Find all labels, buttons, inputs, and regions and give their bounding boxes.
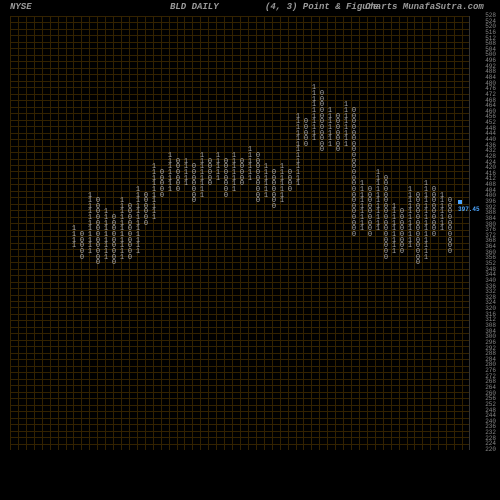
pf-x-column: 111111111 — [390, 16, 398, 450]
pf-x-column: 11111111111 — [406, 16, 414, 450]
pf-o-column: 0000 — [286, 16, 294, 450]
pf-x-column: 1111111111111 — [294, 16, 302, 450]
pf-o-column: 0000000 — [190, 16, 198, 450]
pf-x-column: 111111111 — [358, 16, 366, 450]
pf-o-column: 0000000 — [270, 16, 278, 450]
pf-x-column: 11111 — [182, 16, 190, 450]
pf-o-column: 00000000000000000000000 — [350, 16, 358, 450]
pf-o-column: 00000 — [78, 16, 86, 450]
pf-x-column: 111111 — [262, 16, 270, 450]
price-marker: 397.45 — [458, 199, 480, 213]
pf-o-column: 00000 — [206, 16, 214, 450]
credit-label: Charts MunafaSutra.com — [365, 2, 484, 12]
pf-o-column: 000000000 — [366, 16, 374, 450]
pf-x-column: 1111111111 — [310, 16, 318, 450]
pf-x-column: 11111 — [214, 16, 222, 450]
price-marker-value: 397.45 — [458, 206, 480, 213]
pf-x-column: 11111111111 — [374, 16, 382, 450]
pf-x-column: 1111111 — [278, 16, 286, 450]
y-axis-labels: 5285245205165125085045004964924884844804… — [472, 16, 498, 450]
pf-x-column: 111111 — [246, 16, 254, 450]
chart-header: NYSE BLD DAILY (4, 3) Point & Figure Cha… — [0, 2, 500, 16]
pf-x-column: 111111111 — [102, 16, 110, 450]
pf-o-column: 000000000000000 — [382, 16, 390, 450]
pf-o-column: 0000000 — [334, 16, 342, 450]
pf-o-column: 0000000000000 — [414, 16, 422, 450]
symbol-label: BLD DAILY — [170, 2, 219, 12]
pf-x-column: 11111111 — [198, 16, 206, 450]
pf-o-column: 000000000000 — [94, 16, 102, 450]
pf-x-column: 11111111111111 — [422, 16, 430, 450]
exchange-label: NYSE — [10, 2, 32, 12]
pf-o-column: 00000 — [158, 16, 166, 450]
pf-x-column: 1111111111 — [150, 16, 158, 450]
pf-o-column: 00000 — [238, 16, 246, 450]
pf-o-column: 000000000 — [430, 16, 438, 450]
pf-x-column: 11111111 — [342, 16, 350, 450]
pf-x-column: 1111 — [70, 16, 78, 450]
pf-o-column: 0000000000 — [126, 16, 134, 450]
pf-o-column: 000000 — [142, 16, 150, 450]
y-tick-label: 220 — [485, 447, 496, 453]
pf-x-column: 111111111111 — [134, 16, 142, 450]
pf-o-column: 00000 — [302, 16, 310, 450]
pf-o-column: 000000 — [174, 16, 182, 450]
pf-o-column: 0000000 — [222, 16, 230, 450]
pf-x-column: 1111111 — [438, 16, 446, 450]
pf-o-column: 000000000 — [110, 16, 118, 450]
pf-x-column: 1111111 — [166, 16, 174, 450]
pf-x-column: 11111111111 — [118, 16, 126, 450]
pf-o-column: 00000000 — [398, 16, 406, 450]
pf-x-column: 11111111111 — [86, 16, 94, 450]
pf-o-column: 0000000000 — [446, 16, 454, 450]
pnf-chart: 1111000001111111111100000000000011111111… — [10, 16, 470, 450]
params-label: (4, 3) Point & Figure — [265, 2, 378, 12]
pf-x-column: 1111111 — [326, 16, 334, 450]
pf-o-column: 000000000 — [254, 16, 262, 450]
pf-x-column: 1111111 — [230, 16, 238, 450]
pf-o-column: 00000000000 — [318, 16, 326, 450]
